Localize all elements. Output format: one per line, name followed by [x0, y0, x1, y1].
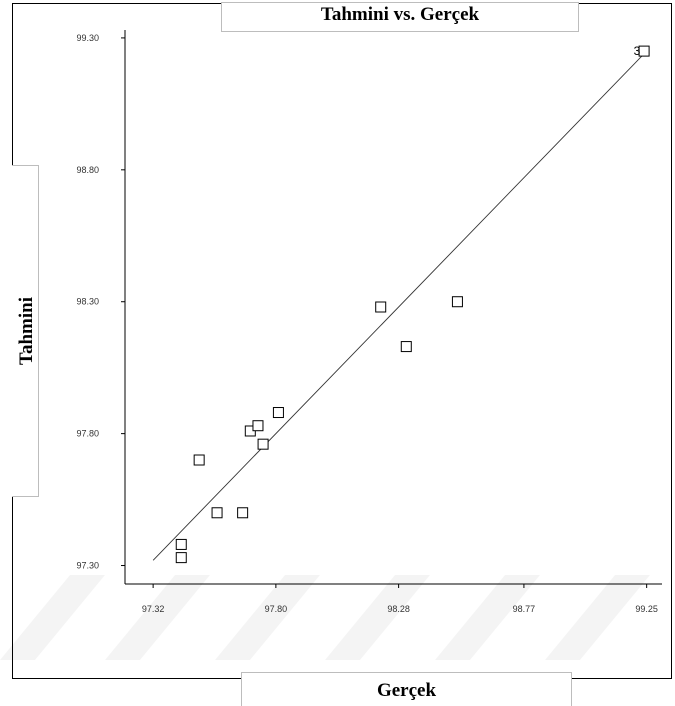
x-ticks: 97.32 97.80 98.28 98.77 99.25	[142, 584, 658, 614]
y-axis-label-box	[12, 165, 39, 497]
title-box	[221, 2, 579, 32]
data-point	[252, 420, 264, 432]
x-tick-label: 98.28	[387, 604, 410, 614]
y-tick-label: 97.80	[76, 429, 99, 439]
data-point	[175, 538, 187, 550]
x-tick-label: 99.25	[635, 604, 658, 614]
y-tick-label: 99.30	[76, 33, 99, 43]
y-tick-label: 98.80	[76, 165, 99, 175]
data-point	[237, 507, 249, 519]
chart-frame	[12, 3, 672, 679]
y-axis-label: Tahmini	[16, 297, 37, 365]
data-point	[175, 552, 187, 564]
data-points	[175, 45, 650, 564]
data-point	[211, 507, 223, 519]
point-annotation: 3	[634, 44, 641, 58]
x-tick-label: 98.77	[513, 604, 536, 614]
chart-title: Tahmini vs. Gerçek	[320, 4, 480, 25]
data-point	[257, 438, 269, 450]
x-axis-label: Gerçek	[376, 680, 437, 701]
x-tick-label: 97.80	[265, 604, 288, 614]
x-tick-label: 97.32	[142, 604, 165, 614]
fit-line	[152, 50, 647, 561]
data-point	[272, 407, 284, 419]
data-point	[375, 301, 387, 313]
data-point	[451, 296, 463, 308]
data-point	[400, 341, 412, 353]
x-axis-label-box	[241, 672, 572, 706]
point-annotations: 3	[634, 44, 641, 58]
y-tick-label: 98.30	[76, 297, 99, 307]
data-point	[193, 454, 205, 466]
data-point	[638, 45, 650, 57]
y-tick-label: 97.30	[76, 561, 99, 571]
y-ticks: 97.30 97.80 98.30 98.80 99.30	[76, 33, 125, 571]
